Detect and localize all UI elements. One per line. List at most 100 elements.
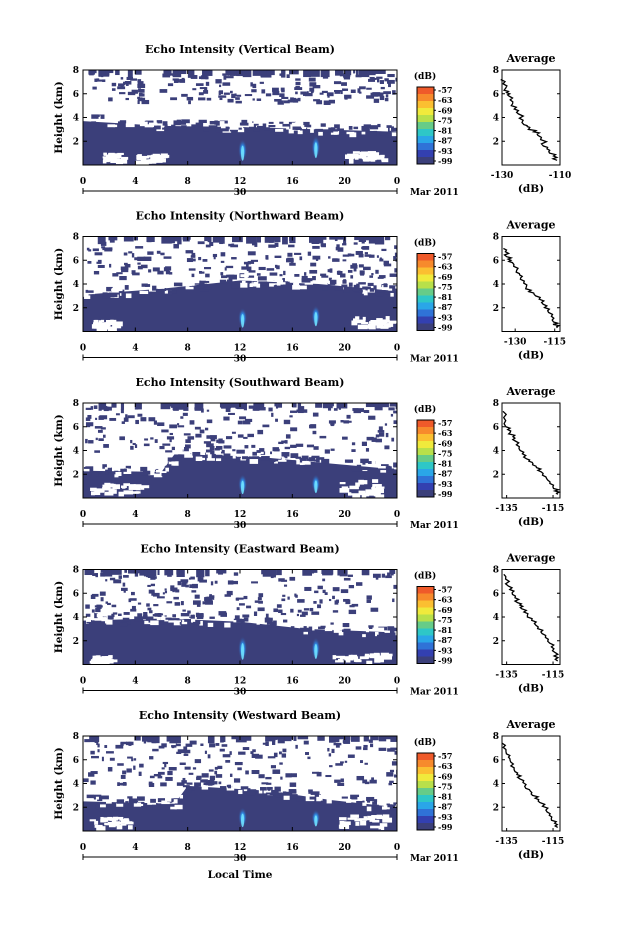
upper-echo-speckle <box>334 89 342 93</box>
top-echo-speckle <box>370 736 379 741</box>
upper-echo-speckle <box>246 605 252 609</box>
upper-echo-speckle <box>276 604 282 608</box>
upper-echo-speckle <box>242 614 250 618</box>
upper-echo-speckle <box>303 608 310 611</box>
echo-speckle <box>334 124 340 129</box>
echo-gap <box>361 322 369 325</box>
x-tick-label: 4 <box>132 677 138 687</box>
echo-speckle <box>379 800 389 804</box>
upper-echo-speckle <box>231 243 235 247</box>
date-day-label: 30 <box>234 854 247 864</box>
echo-speckle <box>293 282 298 288</box>
upper-echo-speckle <box>335 246 340 251</box>
echo-gap <box>105 326 114 330</box>
echo-speckle <box>301 455 309 460</box>
y-tick-label: 6 <box>73 423 79 433</box>
top-echo-speckle <box>243 403 247 411</box>
echo-gap <box>107 659 118 663</box>
echo-gap <box>364 653 370 659</box>
colorbar-tick-label: -69 <box>438 438 453 448</box>
echo-gap <box>350 654 358 658</box>
echo-speckle <box>183 282 187 286</box>
upper-echo-speckle <box>88 249 92 252</box>
echo-speckle <box>173 282 183 287</box>
upper-echo-speckle <box>137 265 143 270</box>
upper-echo-speckle <box>206 419 213 424</box>
upper-echo-speckle <box>332 587 340 592</box>
upper-echo-speckle <box>156 596 165 599</box>
upper-echo-speckle <box>97 743 100 748</box>
upper-echo-speckle <box>181 780 187 784</box>
upper-echo-speckle <box>191 273 195 278</box>
echo-speckle <box>318 131 323 136</box>
upper-echo-speckle <box>299 409 308 413</box>
upper-echo-speckle <box>343 577 351 581</box>
top-echo-speckle <box>141 736 152 742</box>
upper-echo-speckle <box>117 782 120 786</box>
average-x-label: (dB) <box>518 350 544 362</box>
upper-echo-speckle <box>200 613 204 618</box>
upper-echo-speckle <box>139 763 144 768</box>
echo-speckle <box>179 120 187 125</box>
upper-echo-speckle <box>126 76 134 80</box>
top-echo-speckle <box>344 70 352 76</box>
upper-echo-speckle <box>299 256 303 261</box>
echo-speckle <box>97 798 103 802</box>
echo-speckle <box>102 464 107 469</box>
colorbar-swatch <box>417 455 434 463</box>
top-echo-speckle <box>336 236 345 240</box>
echo-speckle <box>241 280 248 285</box>
upper-echo-speckle <box>271 412 274 417</box>
upper-echo-speckle <box>277 100 284 105</box>
y-tick-label: 8 <box>73 566 79 576</box>
colorbar-tick-label: -93 <box>438 146 453 156</box>
top-echo-speckle <box>236 70 245 77</box>
upper-echo-speckle <box>252 749 256 753</box>
colorbar-tick-label: -63 <box>438 95 453 105</box>
echo-speckle <box>142 470 151 475</box>
upper-echo-speckle <box>340 420 344 423</box>
upper-echo-speckle <box>290 259 294 263</box>
upper-echo-speckle <box>344 94 352 99</box>
echo-speckle <box>362 126 370 132</box>
top-echo-speckle <box>147 736 158 743</box>
upper-echo-speckle <box>159 89 168 93</box>
upper-echo-speckle <box>153 420 157 425</box>
upper-echo-speckle <box>289 262 296 266</box>
upper-echo-speckle <box>90 750 95 755</box>
echo-speckle <box>86 618 92 622</box>
upper-echo-speckle <box>376 255 379 258</box>
echo-gap <box>350 814 359 818</box>
upper-echo-speckle <box>394 774 397 778</box>
upper-echo-speckle <box>222 82 231 86</box>
echo-speckle <box>269 283 278 287</box>
echo-gap <box>365 817 370 821</box>
top-echo-speckle <box>103 569 113 577</box>
upper-echo-speckle <box>337 782 345 787</box>
echo-speckle <box>232 782 242 786</box>
upper-echo-speckle <box>100 427 106 430</box>
panel-title: Echo Intensity (Northward Beam) <box>136 210 345 223</box>
echo-speckle <box>341 794 347 797</box>
top-echo-speckle <box>84 569 95 576</box>
echo-speckle <box>199 287 209 292</box>
echo-gap <box>355 319 366 324</box>
upper-echo-speckle <box>189 420 195 425</box>
echo-speckle <box>329 279 337 285</box>
echo-speckle <box>369 288 375 292</box>
echo-speckle <box>393 462 397 468</box>
echo-gap <box>367 815 375 820</box>
upper-echo-speckle <box>131 605 136 610</box>
upper-echo-speckle <box>351 442 356 446</box>
upper-echo-speckle <box>387 572 390 577</box>
top-echo-speckle <box>385 236 391 241</box>
upper-echo-speckle <box>280 612 287 616</box>
upper-echo-speckle <box>296 613 299 617</box>
upper-echo-speckle <box>176 782 185 786</box>
colorbar-tick-label: -81 <box>438 292 452 302</box>
echo-gap <box>140 485 150 489</box>
echo-speckle <box>292 126 301 130</box>
echo-gap <box>97 655 101 661</box>
upper-echo-speckle <box>171 446 175 451</box>
upper-echo-speckle <box>392 90 396 95</box>
